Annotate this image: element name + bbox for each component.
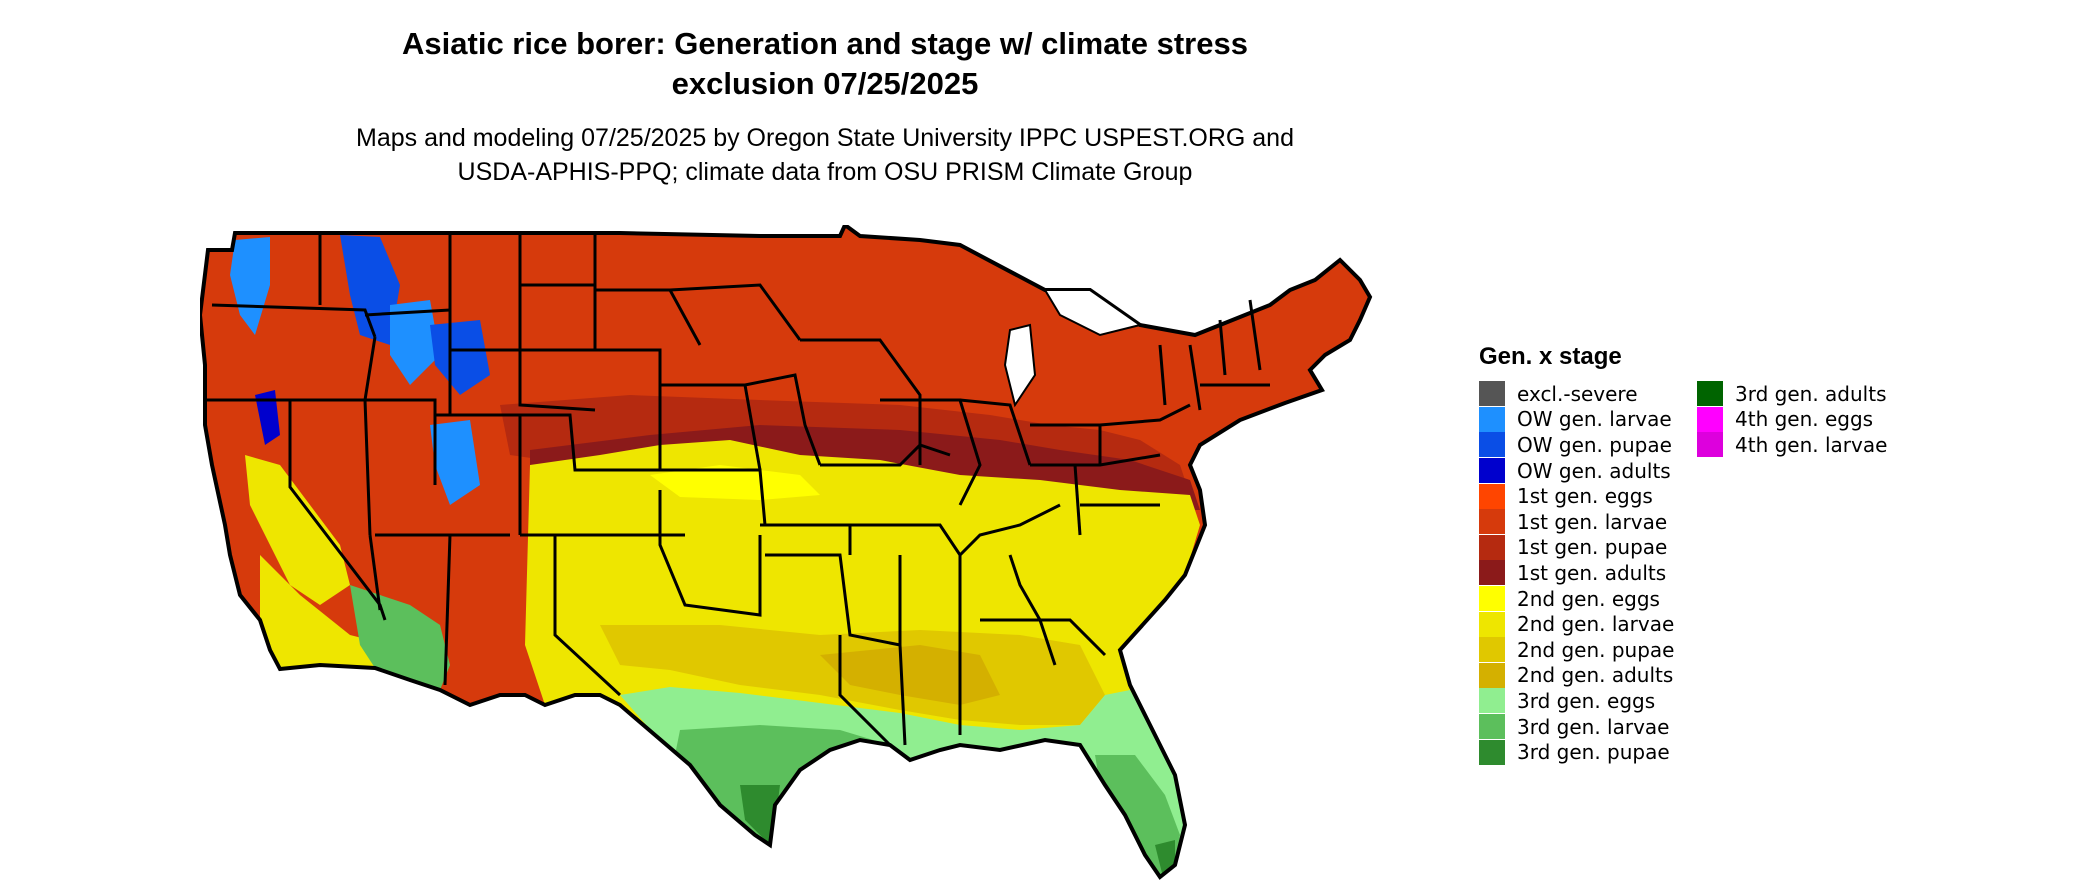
legend-swatch [1479, 586, 1505, 612]
legend-item-3rd-larvae: 3rd gen. larvae [1479, 714, 1674, 740]
legend-swatch [1479, 406, 1505, 432]
stage-region-ow-pupae-wyoming [430, 320, 490, 395]
legend-label: 1st gen. pupae [1517, 535, 1668, 560]
legend-label: 3rd gen. pupae [1517, 740, 1670, 765]
legend-swatch [1697, 381, 1723, 407]
legend-item-1st-pupae: 1st gen. pupae [1479, 534, 1674, 561]
legend-label: 3rd gen. eggs [1517, 688, 1656, 713]
map-title-line-1: Asiatic rice borer: Generation and stage… [402, 26, 1248, 61]
legend-item-3rd-adults: 3rd gen. adults [1697, 381, 1887, 407]
legend-item-2nd-pupae: 2nd gen. pupae [1479, 637, 1674, 663]
legend-swatch [1479, 714, 1505, 740]
stage-region-ca-2nd-larvae [245, 455, 350, 605]
legend-item-ow-pupae: OW gen. pupae [1479, 432, 1674, 458]
stage-region-2nd-adults [820, 645, 1000, 705]
legend-item-1st-adults: 1st gen. adults [1479, 560, 1674, 586]
legend-label: 4th gen. larvae [1735, 432, 1888, 457]
legend-swatch [1697, 406, 1723, 432]
legend-label: 2nd gen. adults [1517, 663, 1674, 688]
legend-item-ow-adults: OW gen. adults [1479, 458, 1674, 484]
legend-label: OW gen. pupae [1517, 432, 1672, 457]
legend-item-2nd-adults: 2nd gen. adults [1479, 662, 1674, 689]
legend-item-3rd-pupae: 3rd gen. pupae [1479, 739, 1674, 765]
stage-region-ow-pupae-rockies-north [340, 235, 400, 345]
legend-label: 2nd gen. eggs [1517, 586, 1660, 611]
legend-column-1: excl.-severe OW gen. larvae OW gen. pupa… [1479, 381, 1674, 765]
lake-superior [1043, 289, 1143, 337]
legend-label: OW gen. larvae [1517, 407, 1672, 432]
legend-label: OW gen. adults [1517, 458, 1671, 483]
legend-swatch [1479, 662, 1505, 688]
map-subtitle-line-2: USDA-APHIS-PPQ; climate data from OSU PR… [457, 158, 1193, 186]
legend-swatch [1479, 611, 1505, 637]
legend-label: 1st gen. eggs [1517, 484, 1653, 509]
stage-region-ow-adults-oregon [255, 390, 280, 445]
stage-region-ow-larvae-cascades [230, 237, 270, 335]
legend-label: 3rd gen. larvae [1517, 714, 1670, 739]
stage-region-sw-3rd-larvae [350, 585, 450, 690]
legend-item-excl-severe: excl.-severe [1479, 381, 1674, 407]
map-title-line-2: exclusion 07/25/2025 [671, 66, 979, 101]
legend-swatch [1479, 560, 1505, 586]
legend-swatch [1479, 534, 1505, 560]
legend-swatch [1479, 739, 1505, 765]
legend-swatch [1479, 432, 1505, 458]
legend-swatch [1479, 483, 1505, 509]
legend-item-1st-larvae: 1st gen. larvae [1479, 509, 1674, 535]
legend-swatch [1479, 688, 1505, 714]
legend-label: 1st gen. larvae [1517, 509, 1668, 534]
legend-swatch [1697, 432, 1723, 458]
stage-region-2nd-eggs [650, 465, 820, 500]
legend-label: 1st gen. adults [1517, 560, 1667, 585]
stage-region-ow-larvae-idaho [390, 300, 440, 385]
legend-label: excl.-severe [1517, 381, 1638, 406]
legend-swatch [1479, 381, 1505, 407]
stage-raster [200, 225, 1370, 877]
stage-region-3rd-larvae [675, 725, 1180, 877]
legend-item-1st-eggs: 1st gen. eggs [1479, 483, 1674, 509]
map-subtitle-line-1: Maps and modeling 07/25/2025 by Oregon S… [356, 124, 1294, 152]
lake-michigan [1003, 323, 1037, 408]
conus-map [200, 225, 1460, 890]
legend-item-2nd-larvae: 2nd gen. larvae [1479, 611, 1674, 637]
stage-region-ow-larvae-colorado [430, 420, 480, 505]
legend-swatch [1479, 458, 1505, 484]
legend-label: 2nd gen. pupae [1517, 637, 1675, 662]
legend-item-4th-larvae: 4th gen. larvae [1697, 432, 1887, 458]
legend-title: Gen. x stage [1479, 343, 1622, 370]
legend-swatch [1479, 637, 1505, 663]
legend-label: 2nd gen. larvae [1517, 612, 1675, 637]
legend-item-4th-eggs: 4th gen. eggs [1697, 406, 1887, 433]
legend-label: 4th gen. eggs [1735, 407, 1874, 432]
stage-region-3rd-pupae [740, 785, 1175, 873]
state-borders [205, 233, 1270, 747]
legend-item-ow-larvae: OW gen. larvae [1479, 406, 1674, 433]
legend-item-3rd-eggs: 3rd gen. eggs [1479, 688, 1674, 714]
legend-item-2nd-eggs: 2nd gen. eggs [1479, 586, 1674, 612]
legend-column-2: 3rd gen. adults 4th gen. eggs 4th gen. l… [1697, 381, 1887, 458]
legend-swatch [1479, 509, 1505, 535]
legend-label: 3rd gen. adults [1735, 381, 1887, 406]
